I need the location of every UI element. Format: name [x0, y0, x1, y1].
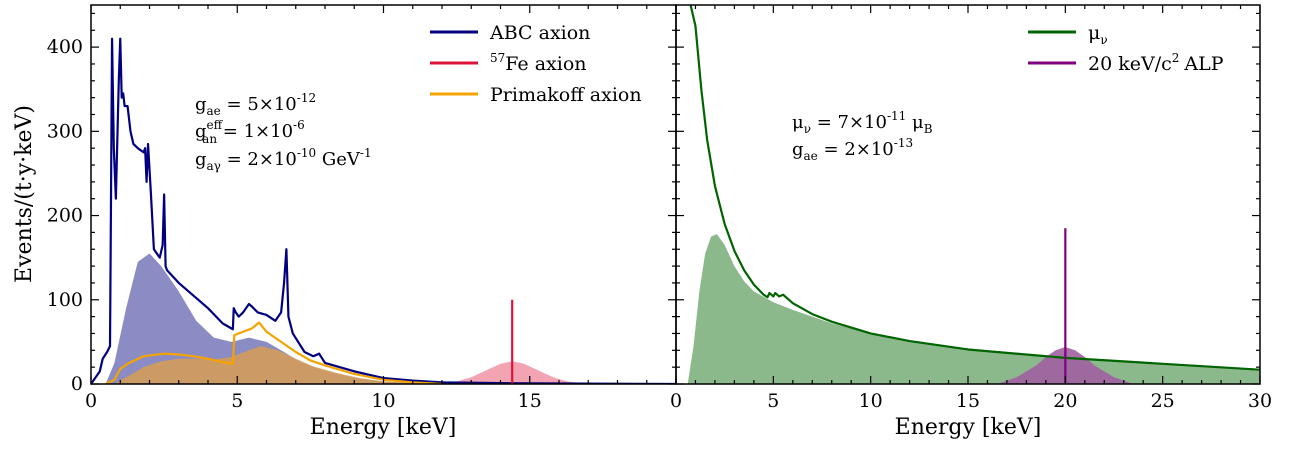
- annotation-mu-nu: μν = 7×10-11 μB: [792, 109, 933, 136]
- anno-r-gae-sub: ae: [804, 149, 818, 163]
- anno-mu-exp: -11: [887, 109, 906, 123]
- right-x-tick-label: 10: [859, 390, 883, 412]
- anno-gay-sub: aγ: [207, 159, 221, 173]
- anno-gae-exp: -12: [297, 91, 316, 105]
- y-tick-label: 400: [47, 36, 83, 58]
- legend-mu-sub: ν: [1100, 33, 1107, 47]
- left-area-abc-axion-smeared: [105, 253, 442, 384]
- left-series-lines: [91, 37, 676, 384]
- anno-gae-sub: ae: [207, 104, 221, 118]
- annotation-gay: gaγ = 2×10-10 GeV-1: [195, 146, 372, 173]
- anno-gan-g: g: [195, 121, 207, 142]
- anno-r-gae-exp: -13: [894, 136, 913, 150]
- right-series-: [689, 5, 1260, 371]
- legend-alp-sup: 2: [1172, 51, 1180, 65]
- y-tick-label: 300: [47, 120, 83, 142]
- legend-fe-superscript: 57: [490, 51, 505, 65]
- anno-gay-eq: = 2×10: [221, 149, 297, 170]
- right-x-tick-label: 0: [670, 390, 682, 412]
- left-x-axis-title: Energy [keV]: [310, 415, 457, 440]
- annotation-gae-right: gae = 2×10-13: [792, 136, 913, 163]
- left-x-tick-label: 15: [518, 390, 542, 412]
- right-x-tick-label: 15: [956, 390, 980, 412]
- y-tick-label: 200: [47, 205, 83, 227]
- left-legend: ABC axion 57Fe axion Primakoff axion: [430, 22, 642, 106]
- anno-gan-sup: eff: [207, 118, 224, 132]
- left-x-tick-label: 10: [371, 390, 395, 412]
- left-area-primakoff-axion-smeared: [114, 346, 443, 384]
- anno-gan-eq: = 1×10: [217, 121, 293, 142]
- anno-mu: μ: [792, 112, 804, 133]
- anno-mu-unit: μ: [906, 112, 924, 133]
- right-area-smeared: [687, 234, 1260, 384]
- right-x-tick-label: 20: [1053, 390, 1077, 412]
- right-x-tick-label: 25: [1151, 390, 1175, 412]
- right-ticks: 0 5 10 15 20 25 30: [670, 5, 1272, 412]
- left-annotations: gae = 5×10-12 geff an = 1×10-6 gaγ = 2×10…: [195, 91, 372, 173]
- left-panel: 0 5 10 15 0 100 200 300 400 Energy [keV] ABC axi…: [47, 4, 677, 440]
- anno-gay-g: g: [195, 149, 207, 170]
- legend-label-mu-nu: μν: [1088, 22, 1108, 47]
- right-panel: 0 5 10 15 20 25 30 Energy [keV] μν 20 keV/c2 AL…: [670, 4, 1272, 440]
- right-legend: μν 20 keV/c2 ALP: [1028, 22, 1224, 75]
- legend-alp-b: ALP: [1183, 53, 1223, 75]
- anno-gan-sub: an: [202, 132, 217, 146]
- anno-gan-exp: -6: [293, 118, 305, 132]
- anno-r-gae-g: g: [792, 139, 804, 160]
- legend-label-primakoff-axion: Primakoff axion: [490, 84, 642, 106]
- legend-alp-a: 20 keV/c: [1088, 53, 1172, 75]
- anno-gay-unit-exp: -1: [360, 146, 372, 160]
- anno-mu-unit-sub: B: [924, 122, 933, 136]
- anno-gay-unit: GeV: [316, 149, 361, 170]
- left-series-abc-axion: [91, 37, 676, 384]
- y-tick-label: 100: [47, 289, 83, 311]
- left-series-primakoff-axion: [105, 321, 443, 384]
- right-annotations: μν = 7×10-11 μB gae = 2×10-13: [792, 109, 933, 163]
- left-filled-areas: [105, 253, 589, 384]
- legend-mu: μ: [1088, 22, 1100, 44]
- right-series-lines: [689, 5, 1260, 384]
- anno-gay-exp: -10: [297, 146, 316, 160]
- left-x-tick-label: 0: [85, 390, 97, 412]
- right-x-tick-label: 5: [767, 390, 779, 412]
- legend-label-alp: 20 keV/c2 ALP: [1088, 51, 1224, 75]
- left-ticks: 0 5 10 15 0 100 200 300 400: [47, 5, 677, 412]
- anno-gae-g: g: [195, 94, 207, 115]
- y-tick-label: 0: [71, 373, 83, 395]
- annotation-gan: geff an = 1×10-6: [195, 118, 305, 146]
- anno-mu-eq: = 7×10: [811, 112, 887, 133]
- annotation-gae: gae = 5×10-12: [195, 91, 316, 118]
- right-x-tick-label: 30: [1248, 390, 1272, 412]
- right-filled-areas: [687, 234, 1260, 384]
- anno-r-gae-eq: = 2×10: [818, 139, 894, 160]
- left-x-tick-label: 5: [231, 390, 243, 412]
- legend-fe-text: Fe axion: [505, 53, 586, 75]
- y-axis-title: Events/(t·y·keV): [12, 105, 37, 283]
- right-x-axis-title: Energy [keV]: [895, 415, 1042, 440]
- anno-gae-eq: = 5×10: [221, 94, 297, 115]
- legend-label-fe-axion: 57Fe axion: [490, 51, 587, 75]
- legend-label-abc-axion: ABC axion: [489, 22, 590, 44]
- anno-mu-sub: ν: [804, 122, 811, 136]
